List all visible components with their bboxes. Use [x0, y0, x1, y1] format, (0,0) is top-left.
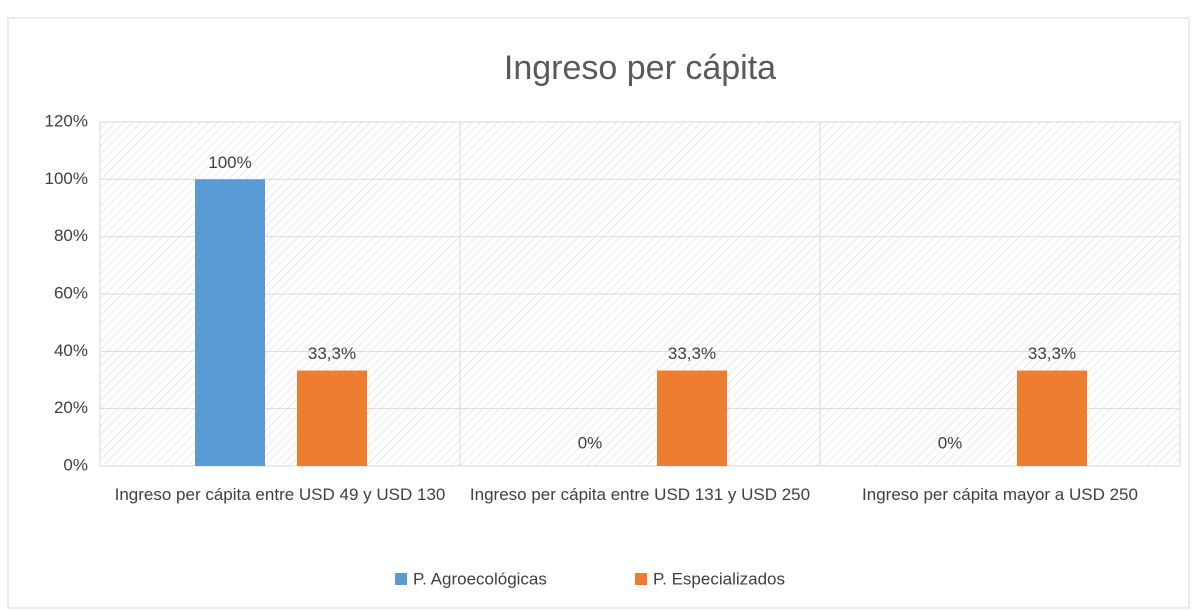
y-tick-label: 20% [54, 398, 88, 417]
y-tick-label: 60% [54, 283, 88, 302]
x-tick-label: Ingreso per cápita entre USD 131 y USD 2… [469, 485, 811, 504]
legend-label: P. Agroecológicas [413, 569, 547, 588]
data-label: 33,3% [1028, 344, 1076, 363]
x-tick-label: Ingreso per cápita entre USD 49 y USD 13… [114, 485, 446, 504]
chart-title: Ingreso per cápita [504, 49, 776, 87]
legend-swatch [395, 573, 407, 585]
data-label: 0% [578, 433, 603, 452]
bar [1017, 370, 1087, 466]
data-label: 33,3% [308, 344, 356, 363]
bar [195, 179, 265, 467]
x-tick-label: Ingreso per cápita mayor a USD 250 [862, 485, 1138, 504]
y-tick-label: 80% [54, 226, 88, 245]
y-tick-label: 120% [45, 111, 88, 130]
y-tick-label: 0% [63, 455, 88, 474]
data-label: 33,3% [668, 344, 716, 363]
y-tick-label: 40% [54, 341, 88, 360]
bar [297, 370, 367, 466]
data-label: 0% [938, 433, 963, 452]
legend-swatch [635, 573, 647, 585]
legend-label: P. Especializados [653, 569, 785, 588]
y-tick-label: 100% [45, 169, 88, 188]
bar [657, 370, 727, 466]
data-label: 100% [208, 153, 251, 172]
